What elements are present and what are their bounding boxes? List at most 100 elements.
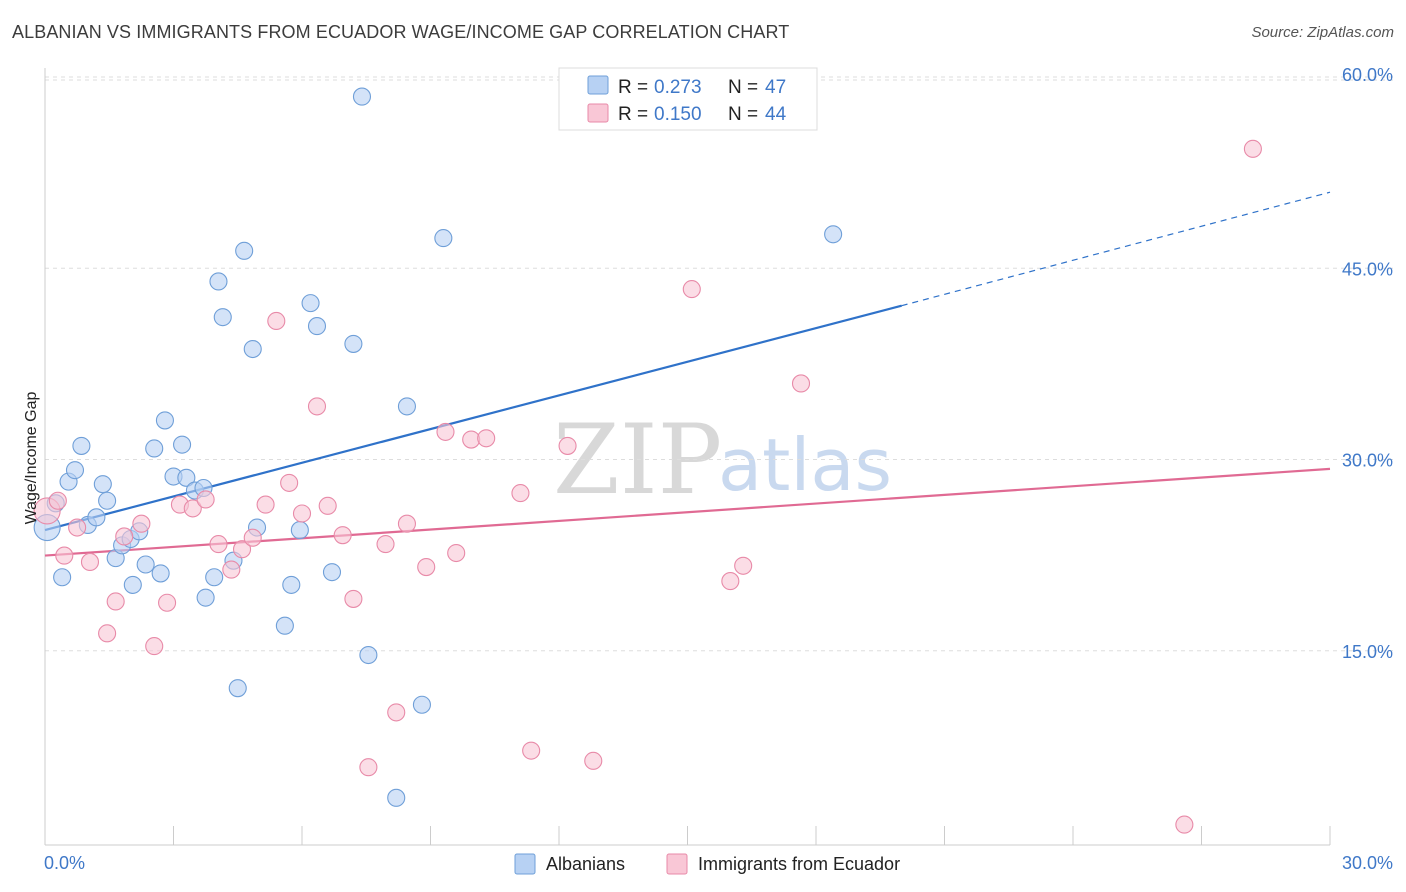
point-albanians-36 <box>301 294 320 313</box>
point-albanians-5 <box>72 436 91 455</box>
point-albanians-42 <box>387 788 406 807</box>
data-points <box>33 87 1262 834</box>
trend-line-albanians-extension <box>901 191 1331 307</box>
legend-n-value-ecuador: 44 <box>765 104 787 125</box>
point-albanians-18 <box>155 411 174 430</box>
point-albanians-21 <box>177 468 196 487</box>
point-ecuador-30 <box>417 557 436 577</box>
grid-lines <box>45 76 1395 652</box>
point-albanians-45 <box>434 229 453 248</box>
x-tick-label-min: 0.0% <box>44 853 85 873</box>
point-ecuador-26 <box>359 758 378 777</box>
point-ecuador-33 <box>462 430 481 449</box>
y-tick-label-15: 15.0% <box>1342 642 1393 662</box>
point-ecuador-25 <box>344 589 363 608</box>
legend-r-value-albanians: 0.273 <box>654 77 702 98</box>
watermark-atlas: atlas <box>718 423 892 507</box>
y-axis-label: Wage/Income Gap <box>23 392 40 525</box>
bottom-legend-swatch-albanians <box>514 853 536 875</box>
point-ecuador-14 <box>209 535 228 554</box>
legend-r-value-ecuador: 0.150 <box>654 104 702 125</box>
y-tick-label-60: 60.0% <box>1342 65 1393 85</box>
point-ecuador-15 <box>222 560 241 579</box>
point-albanians-17 <box>151 564 170 583</box>
point-albanians-20 <box>173 435 192 454</box>
point-ecuador-21 <box>292 504 312 523</box>
point-ecuador-7 <box>115 527 134 546</box>
y-tick-label-45: 45.0% <box>1342 259 1393 279</box>
point-albanians-15 <box>136 555 155 574</box>
point-albanians-33 <box>275 616 294 635</box>
legend-n-label-ecuador: N = <box>728 104 758 125</box>
axes <box>44 68 1331 846</box>
point-ecuador-29 <box>397 514 416 533</box>
source-label: Source: ZipAtlas.com <box>1251 24 1394 41</box>
point-ecuador-22 <box>307 397 327 416</box>
point-albanians-43 <box>397 397 416 416</box>
bottom-legend-label-albanians: Albanians <box>546 854 625 874</box>
point-ecuador-23 <box>318 496 337 515</box>
point-ecuador-32 <box>447 543 466 563</box>
point-albanians-25 <box>205 568 224 587</box>
point-albanians-8 <box>93 475 112 494</box>
point-ecuador-1 <box>48 491 67 510</box>
point-ecuador-38 <box>584 751 603 770</box>
point-albanians-40 <box>352 87 372 106</box>
point-ecuador-36 <box>522 741 541 760</box>
point-albanians-31 <box>243 339 262 359</box>
point-ecuador-2 <box>55 546 74 565</box>
bottom-legend-swatch-ecuador <box>666 853 688 875</box>
point-ecuador-6 <box>106 592 125 611</box>
point-ecuador-13 <box>196 490 215 509</box>
bottom-legend: Albanians Immigrants from Ecuador <box>514 853 900 875</box>
legend-r-label-ecuador: R = <box>618 104 648 125</box>
chart-title: ALBANIAN VS IMMIGRANTS FROM ECUADOR WAGE… <box>12 22 790 42</box>
point-ecuador-43 <box>1175 815 1194 834</box>
point-ecuador-10 <box>158 593 177 612</box>
point-ecuador-28 <box>387 703 406 722</box>
point-ecuador-24 <box>333 526 352 545</box>
bottom-legend-label-ecuador: Immigrants from Ecuador <box>698 854 900 874</box>
point-ecuador-20 <box>280 473 299 492</box>
point-ecuador-39 <box>682 280 701 299</box>
point-ecuador-12 <box>183 499 202 518</box>
watermark: ZIP atlas <box>553 404 892 516</box>
point-ecuador-35 <box>511 484 530 503</box>
legend-swatch-ecuador <box>587 103 609 123</box>
point-ecuador-34 <box>477 429 496 448</box>
point-ecuador-37 <box>558 436 577 455</box>
point-ecuador-31 <box>436 422 455 441</box>
point-albanians-7 <box>87 508 106 527</box>
point-albanians-34 <box>282 575 301 594</box>
tick-labels: 15.0% 30.0% 45.0% 60.0% 0.0% 30.0% <box>44 65 1393 873</box>
point-ecuador-27 <box>376 535 395 554</box>
point-ecuador-18 <box>256 495 275 514</box>
point-albanians-2 <box>53 568 72 587</box>
point-ecuador-40 <box>721 572 740 591</box>
point-albanians-30 <box>235 241 254 260</box>
point-ecuador-17 <box>243 528 262 547</box>
point-ecuador-42 <box>791 374 811 393</box>
point-albanians-41 <box>359 645 378 665</box>
legend-swatch-albanians <box>587 75 609 95</box>
point-ecuador-9 <box>145 637 164 656</box>
point-albanians-39 <box>344 334 363 353</box>
point-albanians-44 <box>412 695 431 714</box>
x-tick-label-max: 30.0% <box>1342 853 1393 873</box>
point-albanians-24 <box>196 588 215 607</box>
point-albanians-13 <box>123 575 142 594</box>
point-albanians-35 <box>290 521 309 540</box>
top-legend: R = 0.273 N = 47 R = 0.150 N = 44 <box>558 67 818 131</box>
point-albanians-27 <box>213 308 232 327</box>
point-albanians-38 <box>322 563 342 582</box>
point-ecuador-41 <box>734 556 753 575</box>
point-ecuador-8 <box>132 514 151 533</box>
y-tick-label-30: 30.0% <box>1342 451 1393 471</box>
legend-r-label-albanians: R = <box>618 77 648 98</box>
legend-n-value-albanians: 47 <box>765 77 786 98</box>
point-ecuador-19 <box>267 311 286 331</box>
legend-n-label-albanians: N = <box>728 77 758 98</box>
point-ecuador-5 <box>98 624 117 643</box>
point-albanians-26 <box>209 272 228 291</box>
point-ecuador-3 <box>68 518 87 537</box>
